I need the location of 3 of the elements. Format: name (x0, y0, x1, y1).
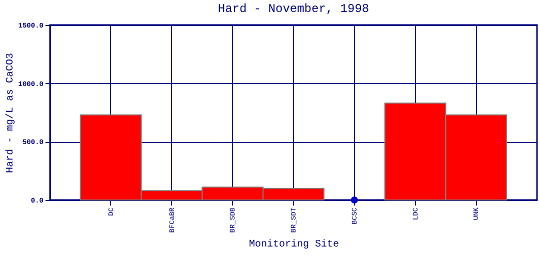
chart-title: Hard - November, 1998 (218, 2, 370, 16)
x-axis-title: Monitoring Site (248, 238, 340, 251)
y-axis-title: Hard - mg/L as CaCO3 (4, 52, 16, 174)
